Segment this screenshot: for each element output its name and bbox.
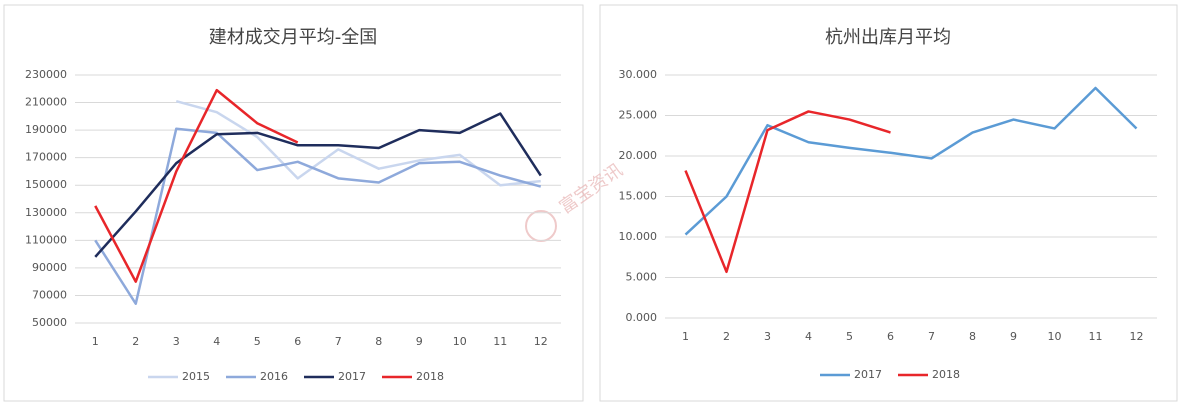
y-tick-label: 15.000 (619, 190, 658, 203)
y-tick-label: 210000 (25, 96, 67, 109)
y-tick-label: 50000 (32, 316, 67, 329)
x-tick-label: 1 (682, 330, 689, 343)
x-tick-label: 4 (805, 330, 812, 343)
panel (3, 4, 584, 402)
series-line (684, 110, 891, 274)
y-tick-label: 5.000 (626, 271, 658, 284)
legend-label: 2018 (932, 368, 960, 381)
x-tick-label: 8 (969, 330, 976, 343)
panel (599, 4, 1178, 402)
x-tick-label: 3 (173, 335, 180, 348)
y-tick-label: 70000 (32, 288, 67, 301)
x-tick-label: 9 (416, 335, 423, 348)
y-tick-label: 10.000 (619, 230, 658, 243)
series-line (175, 99, 541, 187)
y-tick-label: 170000 (25, 151, 67, 164)
y-tick-label: 110000 (25, 233, 67, 246)
x-tick-label: 11 (493, 335, 507, 348)
series-line (94, 127, 542, 305)
x-tick-label: 6 (294, 335, 301, 348)
legend-label: 2018 (416, 370, 444, 383)
y-tick-label: 20.000 (619, 149, 658, 162)
x-tick-label: 10 (453, 335, 467, 348)
y-tick-label: 0.000 (626, 311, 658, 324)
legend-label: 2017 (338, 370, 366, 383)
x-tick-label: 6 (887, 330, 894, 343)
x-tick-label: 9 (1010, 330, 1017, 343)
legend-label: 2015 (182, 370, 210, 383)
x-tick-label: 12 (534, 335, 548, 348)
y-tick-label: 90000 (32, 261, 67, 274)
x-tick-label: 7 (928, 330, 935, 343)
y-tick-label: 130000 (25, 206, 67, 219)
x-tick-label: 1 (92, 335, 99, 348)
legend-label: 2017 (854, 368, 882, 381)
x-tick-label: 7 (335, 335, 342, 348)
x-tick-label: 8 (375, 335, 382, 348)
y-tick-label: 25.000 (619, 109, 658, 122)
y-tick-label: 190000 (25, 123, 67, 136)
x-tick-label: 4 (213, 335, 220, 348)
y-tick-label: 150000 (25, 178, 67, 191)
legend-label: 2016 (260, 370, 288, 383)
y-tick-label: 30.000 (619, 68, 658, 81)
x-tick-label: 12 (1130, 330, 1144, 343)
x-tick-label: 5 (846, 330, 853, 343)
chart-title: 杭州出库月平均 (825, 27, 951, 48)
chart-title: 建材成交月平均-全国 (209, 27, 378, 48)
watermark-logo (525, 210, 557, 242)
y-tick-label: 230000 (25, 68, 67, 81)
x-tick-label: 3 (764, 330, 771, 343)
x-tick-label: 5 (254, 335, 261, 348)
x-tick-label: 2 (723, 330, 730, 343)
series-line (684, 86, 1138, 236)
series-line (94, 88, 299, 283)
x-tick-label: 11 (1089, 330, 1103, 343)
x-tick-label: 2 (132, 335, 139, 348)
series-line (94, 112, 542, 258)
x-tick-label: 10 (1048, 330, 1062, 343)
